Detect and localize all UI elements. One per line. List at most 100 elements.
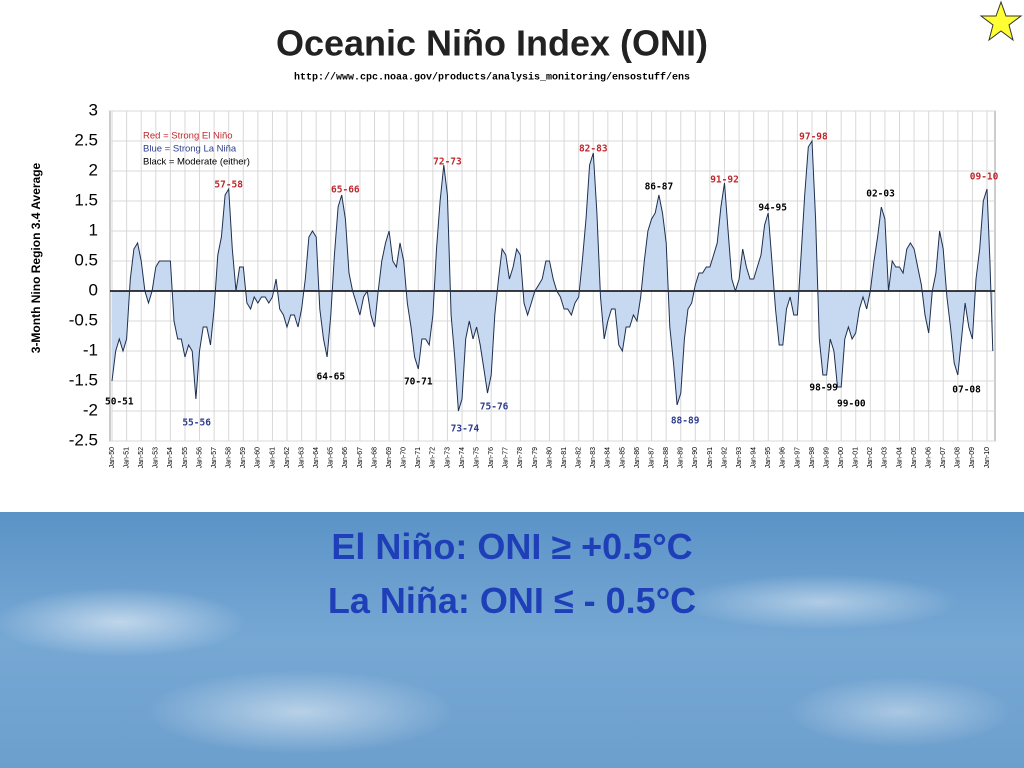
y-tick-label: -1.5 (69, 370, 98, 389)
y-tick-label: -2.5 (69, 430, 98, 449)
sky-background: El Niño: ONI ≥ +0.5°C La Niña: ONI ≤ - 0… (0, 512, 1024, 768)
y-tick-label: -0.5 (69, 310, 98, 329)
x-tick-label: Jan-88 (663, 447, 670, 469)
x-tick-label: Jan-78 (517, 447, 524, 469)
annotation: 65-66 (331, 185, 360, 196)
annotation: 73-74 (451, 424, 480, 435)
x-tick-label: Jan-79 (532, 447, 539, 469)
x-tick-label: Jan-07 (940, 447, 947, 469)
x-tick-label: Jan-53 (153, 447, 160, 469)
x-tick-label: Jan-56 (196, 447, 203, 469)
x-tick-label: Jan-98 (809, 447, 816, 469)
x-tick-label: Jan-61 (269, 447, 276, 469)
x-tick-label: Jan-99 (823, 447, 830, 469)
y-tick-label: 3 (89, 100, 98, 119)
x-tick-label: Jan-75 (473, 447, 480, 469)
x-tick-label: Jan-85 (619, 447, 626, 469)
x-tick-label: Jan-58 (226, 447, 233, 469)
x-tick-label: Jan-62 (284, 447, 291, 469)
x-tick-label: Jan-50 (109, 447, 116, 469)
y-tick-label: 2 (89, 160, 98, 179)
y-axis-label: 3-Month Nino Region 3.4 Average (29, 162, 43, 353)
annotation: 75-76 (480, 401, 509, 412)
y-tick-label: -2 (83, 400, 98, 419)
legend-note: Blue = Strong La Niña (143, 144, 237, 155)
annotation: 91-92 (710, 175, 739, 186)
x-tick-label: Jan-00 (838, 447, 845, 469)
x-tick-label: Jan-97 (794, 447, 801, 469)
x-tick-label: Jan-03 (882, 447, 889, 469)
x-tick-label: Jan-94 (751, 447, 758, 469)
annotation: 72-73 (433, 157, 462, 168)
chart-image: Oceanic Niño Index (ONI) http://www.cpc.… (29, 0, 1023, 469)
annotation: 97-98 (799, 131, 828, 142)
x-tick-label: Jan-80 (546, 447, 553, 469)
x-tick-label: Jan-81 (561, 447, 568, 469)
annotation: 09-10 (970, 172, 999, 183)
x-tick-label: Jan-06 (925, 447, 932, 469)
annotation: 98-99 (809, 383, 838, 394)
x-tick-label: Jan-59 (240, 447, 247, 469)
x-tick-label: Jan-68 (371, 447, 378, 469)
x-tick-label: Jan-87 (648, 447, 655, 469)
x-tick-label: Jan-60 (255, 447, 262, 469)
legend-note: Black = Moderate (either) (143, 157, 250, 168)
x-tick-label: Jan-90 (692, 447, 699, 469)
annotation: 02-03 (866, 188, 895, 199)
chart: Oceanic Niño Index (ONI) http://www.cpc.… (29, 0, 1023, 469)
x-tick-label: Jan-67 (357, 447, 364, 469)
x-tick-label: Jan-71 (415, 447, 422, 469)
x-tick-label: Jan-09 (969, 447, 976, 469)
x-tick-label: Jan-51 (123, 447, 130, 469)
x-tick-label: Jan-05 (911, 447, 918, 469)
x-tick-label: Jan-82 (576, 447, 583, 469)
star-icon (979, 0, 1023, 42)
x-tick-label: Jan-57 (211, 447, 218, 469)
annotation: 55-56 (182, 418, 211, 429)
y-tick-label: 1 (89, 220, 98, 239)
annotation: 50-51 (105, 397, 134, 408)
x-tick-label: Jan-02 (867, 447, 874, 469)
annotation: 82-83 (579, 143, 608, 154)
annotation: 64-65 (316, 371, 345, 382)
x-tick-label: Jan-04 (896, 447, 903, 469)
x-tick-label: Jan-74 (459, 447, 466, 469)
x-tick-label: Jan-70 (401, 447, 408, 469)
x-tick-label: Jan-55 (182, 447, 189, 469)
x-tick-label: Jan-84 (605, 447, 612, 469)
x-tick-label: Jan-64 (313, 447, 320, 469)
y-tick-label: 1.5 (74, 190, 98, 209)
x-tick-label: Jan-89 (678, 447, 685, 469)
x-tick-label: Jan-08 (955, 447, 962, 469)
oni-line (111, 139, 994, 412)
chart-subtitle: http://www.cpc.noaa.gov/products/analysi… (294, 72, 690, 84)
y-tick-label: 0.5 (74, 250, 98, 269)
annotation: 94-95 (758, 203, 787, 214)
x-tick-label: Jan-76 (488, 447, 495, 469)
annotation: 88-89 (671, 416, 700, 427)
x-tick-label: Jan-86 (634, 447, 641, 469)
x-tick-label: Jan-92 (721, 447, 728, 469)
x-tick-label: Jan-69 (386, 447, 393, 469)
y-tick-label: 2.5 (74, 130, 98, 149)
x-tick-label: Jan-10 (984, 447, 991, 469)
x-tick-label: Jan-63 (298, 447, 305, 469)
x-tick-label: Jan-54 (167, 447, 174, 469)
x-tick-label: Jan-01 (853, 447, 860, 469)
x-tick-label: Jan-83 (590, 447, 597, 469)
x-tick-label: Jan-93 (736, 447, 743, 469)
x-tick-label: Jan-73 (444, 447, 451, 469)
x-tick-label: Jan-96 (780, 447, 787, 469)
annotation: 57-58 (214, 179, 243, 190)
annotation: 86-87 (645, 182, 674, 193)
chart-title: Oceanic Niño Index (ONI) (276, 23, 708, 64)
annotation: 07-08 (952, 385, 981, 396)
y-tick-label: 0 (89, 280, 98, 299)
x-tick-label: Jan-77 (503, 447, 510, 469)
x-tick-label: Jan-66 (342, 447, 349, 469)
x-tick-label: Jan-65 (328, 447, 335, 469)
legend-note: Red = Strong El Niño (143, 131, 233, 142)
x-tick-label: Jan-95 (765, 447, 772, 469)
el-nino-definition: El Niño: ONI ≥ +0.5°C (331, 526, 693, 567)
